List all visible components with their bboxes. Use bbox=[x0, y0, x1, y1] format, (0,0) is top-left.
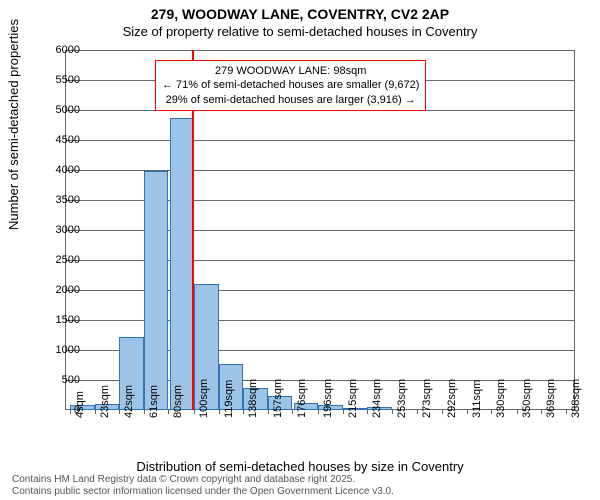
x-tick bbox=[367, 410, 368, 414]
x-tick-label: 311sqm bbox=[471, 380, 483, 418]
footnote-line-2: Contains public sector information licen… bbox=[12, 486, 394, 498]
x-tick bbox=[491, 410, 492, 414]
annotation-line-2: ← 71% of semi-detached houses are smalle… bbox=[162, 78, 419, 92]
annotation-line-3: 29% of semi-detached houses are larger (… bbox=[162, 93, 419, 107]
y-tick-label: 3500 bbox=[40, 194, 80, 206]
x-tick bbox=[417, 410, 418, 414]
y-tick-label: 2500 bbox=[40, 254, 80, 266]
x-tick-label: 273sqm bbox=[421, 379, 433, 418]
x-tick bbox=[467, 410, 468, 414]
grid-line bbox=[65, 320, 575, 321]
x-tick bbox=[318, 410, 319, 414]
x-tick-label: 80sqm bbox=[172, 385, 184, 418]
x-tick-label: 100sqm bbox=[198, 379, 210, 418]
x-tick bbox=[517, 410, 518, 414]
grid-line bbox=[65, 260, 575, 261]
x-tick bbox=[541, 410, 542, 414]
plot-area: 279 WOODWAY LANE: 98sqm← 71% of semi-det… bbox=[65, 50, 575, 410]
x-tick bbox=[168, 410, 169, 414]
x-tick bbox=[243, 410, 244, 414]
x-tick-label: 350sqm bbox=[521, 379, 533, 418]
grid-line bbox=[65, 140, 575, 141]
annotation-box: 279 WOODWAY LANE: 98sqm← 71% of semi-det… bbox=[155, 60, 426, 111]
y-tick-label: 1000 bbox=[40, 344, 80, 356]
x-tick-label: 176sqm bbox=[296, 379, 308, 418]
x-tick-label: 292sqm bbox=[446, 379, 458, 418]
x-tick-label: 196sqm bbox=[322, 379, 334, 418]
grid-line bbox=[65, 170, 575, 171]
x-tick-label: 369sqm bbox=[545, 379, 557, 418]
footnote: Contains HM Land Registry data © Crown c… bbox=[12, 474, 394, 498]
x-tick-label: 253sqm bbox=[396, 379, 408, 418]
annotation-line-1: 279 WOODWAY LANE: 98sqm bbox=[162, 64, 419, 78]
title-line-2: Size of property relative to semi-detach… bbox=[0, 22, 600, 39]
grid-line bbox=[65, 290, 575, 291]
x-tick-label: 4sqm bbox=[74, 391, 86, 418]
x-tick-label: 61sqm bbox=[148, 385, 160, 418]
x-tick bbox=[442, 410, 443, 414]
y-tick-label: 5000 bbox=[40, 104, 80, 116]
footnote-line-1: Contains HM Land Registry data © Crown c… bbox=[12, 474, 394, 486]
grid-line bbox=[65, 230, 575, 231]
y-tick-label: 1500 bbox=[40, 314, 80, 326]
histogram-bar bbox=[170, 118, 195, 410]
x-tick bbox=[219, 410, 220, 414]
x-tick-label: 119sqm bbox=[223, 380, 235, 418]
x-axis-label: Distribution of semi-detached houses by … bbox=[0, 459, 600, 474]
x-tick-label: 330sqm bbox=[495, 379, 507, 418]
y-tick-label: 2000 bbox=[40, 284, 80, 296]
x-tick bbox=[392, 410, 393, 414]
x-tick bbox=[194, 410, 195, 414]
x-tick bbox=[95, 410, 96, 414]
grid-line bbox=[65, 200, 575, 201]
x-tick-label: 157sqm bbox=[272, 379, 284, 418]
y-tick-label: 6000 bbox=[40, 44, 80, 56]
x-tick bbox=[268, 410, 269, 414]
title-line-1: 279, WOODWAY LANE, COVENTRY, CV2 2AP bbox=[0, 0, 600, 22]
y-axis-label: Number of semi-detached properties bbox=[6, 19, 21, 230]
y-tick-label: 500 bbox=[40, 374, 80, 386]
x-tick-label: 42sqm bbox=[123, 385, 135, 418]
y-tick-label: 5500 bbox=[40, 74, 80, 86]
x-tick-label: 138sqm bbox=[247, 379, 259, 418]
x-tick bbox=[119, 410, 120, 414]
x-tick bbox=[566, 410, 567, 414]
x-tick-label: 388sqm bbox=[570, 379, 582, 418]
histogram-bar bbox=[144, 171, 169, 410]
x-tick bbox=[144, 410, 145, 414]
chart-container: 279, WOODWAY LANE, COVENTRY, CV2 2AP Siz… bbox=[0, 0, 600, 500]
y-tick-label: 4000 bbox=[40, 164, 80, 176]
x-tick-label: 234sqm bbox=[371, 379, 383, 418]
x-tick bbox=[343, 410, 344, 414]
x-tick-label: 23sqm bbox=[99, 385, 111, 418]
y-tick-label: 4500 bbox=[40, 134, 80, 146]
y-tick-label: 3000 bbox=[40, 224, 80, 236]
x-tick-label: 215sqm bbox=[347, 379, 359, 418]
x-tick bbox=[292, 410, 293, 414]
